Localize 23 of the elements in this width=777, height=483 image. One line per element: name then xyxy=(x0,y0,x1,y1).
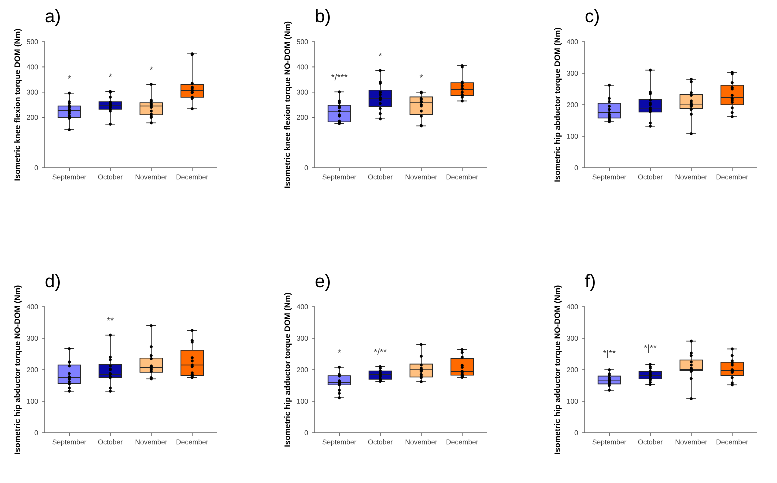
y-axis-title: Isometric hip adductor torque NO-DOM (Nm) xyxy=(554,286,562,454)
chart-title: c) xyxy=(586,9,599,26)
y-axis-title: Isometric knee flexion torque DOM (Nm) xyxy=(14,29,22,181)
chart-title: e) xyxy=(316,274,330,292)
chart-title: a) xyxy=(46,9,60,26)
annotation: ** xyxy=(107,318,114,321)
annotation: *|** xyxy=(603,350,616,358)
annotation: * xyxy=(378,53,382,56)
chart-title: d) xyxy=(46,274,60,292)
y-axis-title: Isometric hip abductor torque DOM (Nm) xyxy=(554,28,562,182)
annotation: * xyxy=(68,76,72,79)
annotation: * xyxy=(338,350,342,353)
y-axis-title: Isometric hip abductor torque NO-DOM (Nm) xyxy=(14,286,22,454)
annotation: * xyxy=(420,74,424,78)
annotation: */** xyxy=(374,348,387,356)
annotation: * xyxy=(150,66,154,70)
y-axis-title: Isometric hip adductor torque DOM (Nm) xyxy=(284,293,292,447)
annotation: *|** xyxy=(644,344,657,354)
chart-title: b) xyxy=(316,9,330,26)
chart-title: f) xyxy=(585,274,595,292)
annotation: * xyxy=(108,74,112,78)
y-axis-title: Isometric knee flexion torque NO-DOM (Nm) xyxy=(284,22,292,188)
annotation: */*** xyxy=(331,74,348,81)
